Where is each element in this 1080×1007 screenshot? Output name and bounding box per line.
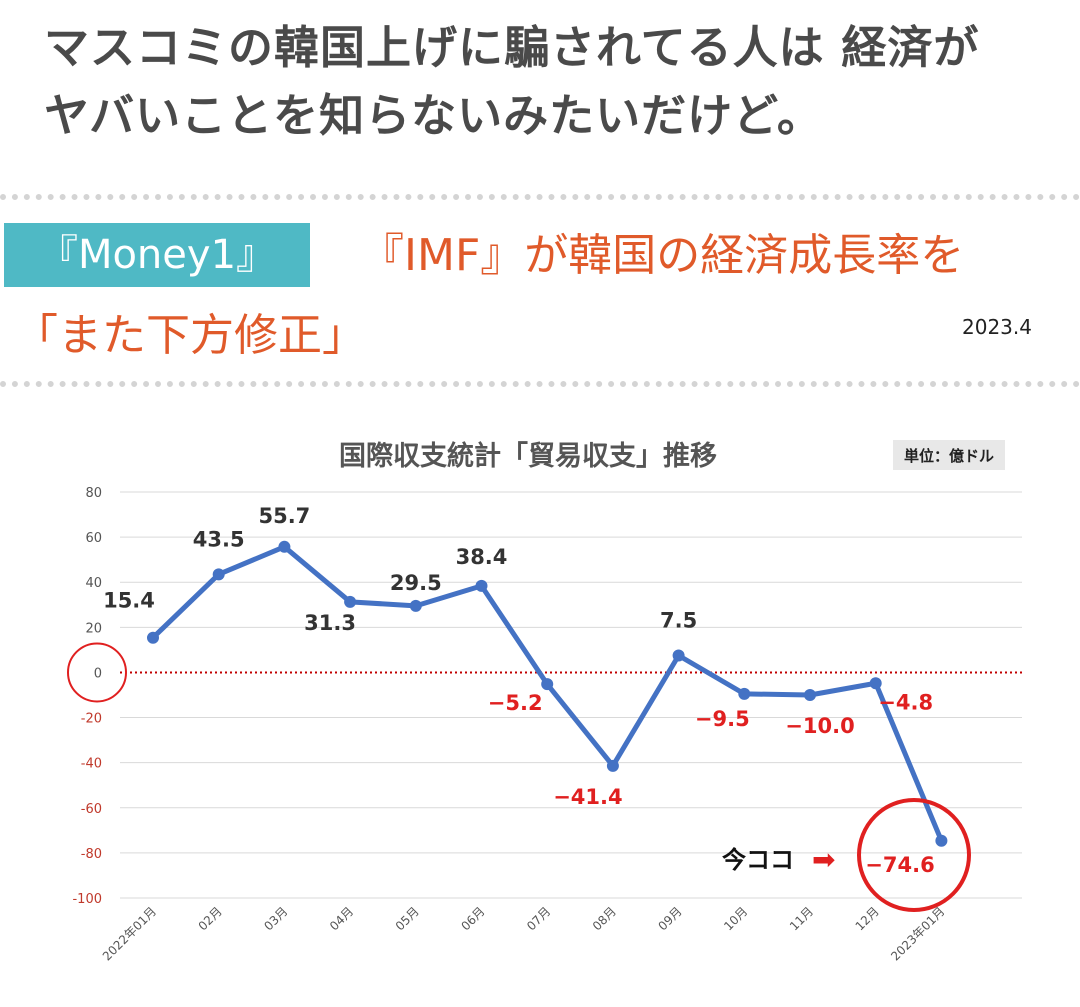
x-tick-label: 2023年01月 bbox=[888, 904, 947, 963]
series-line bbox=[150, 544, 944, 844]
article-date: 2023.4 bbox=[962, 315, 1032, 339]
latest-value-highlight-circle bbox=[857, 798, 971, 912]
y-tick-label: -20 bbox=[81, 712, 102, 727]
x-tick-label: 07月 bbox=[524, 904, 553, 933]
y-tick-label: 20 bbox=[85, 621, 102, 636]
data-label: 43.5 bbox=[193, 527, 245, 551]
data-label: 55.7 bbox=[258, 504, 310, 528]
arrow-icon: ➡ bbox=[812, 843, 835, 876]
headline-line-1: マスコミの韓国上げに騙されてる人は 経済が bbox=[44, 21, 980, 74]
data-point bbox=[869, 677, 882, 690]
data-label: −41.4 bbox=[553, 785, 622, 809]
x-tick-label: 09月 bbox=[656, 904, 685, 933]
data-point bbox=[475, 579, 488, 592]
data-point bbox=[147, 631, 159, 644]
annotation-label: 今ココ bbox=[722, 846, 794, 874]
data-point bbox=[344, 595, 357, 608]
data-point bbox=[804, 689, 816, 701]
x-tick-label: 06月 bbox=[458, 904, 487, 933]
x-tick-label: 11月 bbox=[787, 904, 816, 933]
data-label: −5.2 bbox=[488, 691, 543, 715]
data-label: 7.5 bbox=[660, 609, 697, 633]
data-label: 15.4 bbox=[103, 589, 155, 613]
x-tick-label: 05月 bbox=[393, 904, 422, 933]
data-point bbox=[212, 568, 225, 581]
headline-line-2: ヤバいことを知らないみたいだけど。 bbox=[44, 89, 823, 142]
y-tick-label: -100 bbox=[72, 892, 102, 907]
data-point bbox=[541, 678, 554, 691]
data-label: −4.8 bbox=[878, 690, 933, 714]
data-label: 31.3 bbox=[304, 611, 356, 635]
data-label: 29.5 bbox=[390, 571, 442, 595]
y-tick-label: 40 bbox=[85, 576, 102, 591]
y-tick-label: -60 bbox=[81, 802, 102, 817]
x-tick-label: 08月 bbox=[590, 904, 619, 933]
x-tick-label: 2022年01月 bbox=[100, 904, 159, 963]
y-tick-label: 80 bbox=[85, 486, 102, 501]
data-point bbox=[606, 759, 619, 772]
data-point bbox=[409, 599, 422, 612]
data-label: 38.4 bbox=[456, 545, 508, 569]
x-tick-label: 12月 bbox=[853, 904, 882, 933]
article-title-line-2: 「また下方修正」 bbox=[14, 310, 366, 361]
trade-balance-chart: 国際収支統計「貿易収支」推移 単位：億ドル 80 60 40 20 0 -20 -40 -60… bbox=[67, 440, 1022, 963]
y-tick-label: -80 bbox=[81, 847, 102, 862]
data-point bbox=[935, 834, 948, 847]
data-point bbox=[672, 649, 685, 662]
chart-title: 国際収支統計「貿易収支」推移 bbox=[339, 440, 717, 472]
headline: マスコミの韓国上げに騙されてる人は 経済が ヤバいことを知らないみたいだけど。 bbox=[44, 14, 1054, 150]
zero-highlight-circle bbox=[67, 642, 127, 703]
data-point bbox=[278, 540, 291, 553]
y-tick-label: 0 bbox=[94, 666, 102, 681]
divider-top bbox=[0, 194, 1080, 200]
article-title-line-1: 『IMF』が韓国の経済成長率を bbox=[360, 230, 965, 281]
data-label: −10.0 bbox=[785, 714, 854, 738]
divider-bottom bbox=[0, 381, 1080, 387]
y-tick-label: -40 bbox=[81, 757, 102, 772]
x-tick-label: 10月 bbox=[721, 904, 750, 933]
data-label: −9.5 bbox=[695, 707, 750, 731]
data-label: −74.6 bbox=[865, 853, 934, 877]
unit-label: 単位：億ドル bbox=[904, 447, 994, 465]
data-point bbox=[738, 687, 751, 700]
unit-box bbox=[893, 440, 1005, 470]
x-tick-label: 03月 bbox=[261, 904, 290, 933]
source-badge: 『Money1』 bbox=[4, 223, 310, 287]
x-tick-label: 04月 bbox=[327, 904, 356, 933]
y-tick-label: 60 bbox=[85, 531, 102, 546]
x-tick-label: 02月 bbox=[196, 904, 225, 933]
